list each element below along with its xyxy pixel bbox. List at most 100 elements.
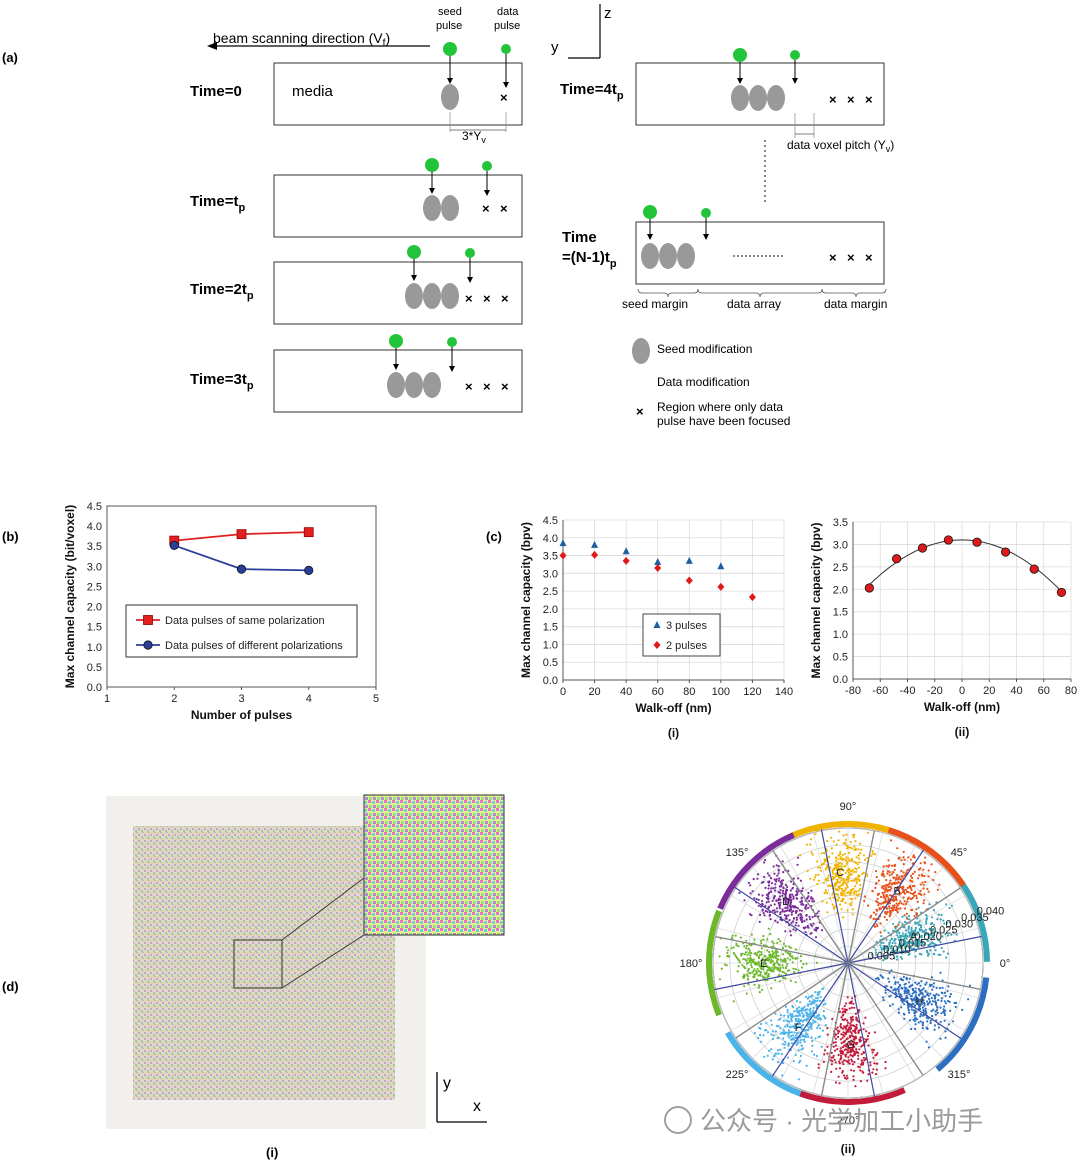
sector-arc [935, 977, 990, 1072]
polar-spoke [847, 867, 944, 964]
cluster-point [921, 881, 924, 884]
cluster-point [917, 946, 920, 949]
cluster-point [778, 907, 781, 910]
cluster-point [907, 1006, 910, 1010]
cluster-point [935, 1009, 939, 1012]
cluster-point [756, 962, 759, 965]
cluster-point [889, 885, 892, 889]
ytick-label: 3.0 [833, 539, 848, 551]
data-point [559, 551, 567, 560]
cluster-point [910, 1027, 913, 1031]
cluster-point [808, 899, 811, 903]
cluster-point [914, 991, 918, 994]
panel-b-label: (b) [2, 529, 19, 544]
cluster-point [777, 1052, 780, 1055]
cluster-point [795, 897, 798, 900]
cluster-point [919, 935, 922, 938]
angle-label: 180° [680, 958, 703, 970]
cluster-point [767, 958, 770, 961]
cluster-point [799, 916, 802, 919]
cluster-point [791, 886, 795, 889]
cluster-point [842, 1074, 846, 1077]
cluster-point [847, 1047, 851, 1050]
xtick-label: 60 [1038, 685, 1050, 697]
cluster-point [796, 1010, 799, 1014]
d-axis-y: y [443, 1075, 451, 1092]
cluster-point [932, 1008, 935, 1011]
cluster-point [887, 885, 890, 889]
data-point [622, 547, 630, 555]
cluster-point [806, 997, 810, 1000]
cluster-point [757, 986, 761, 989]
sub-label: (ii) [955, 725, 970, 739]
cluster-point [832, 1041, 835, 1044]
cluster-point [822, 1060, 826, 1063]
cluster-point [767, 974, 770, 977]
cluster-point [857, 854, 860, 857]
cluster-point [764, 909, 767, 913]
cluster-point [849, 1002, 853, 1005]
cluster-point [776, 1036, 779, 1039]
data-point [748, 593, 756, 602]
cluster-point [809, 923, 812, 926]
cluster-point [845, 884, 849, 887]
cluster-point [745, 973, 748, 976]
cluster-point [799, 1054, 803, 1057]
cluster-point [946, 999, 950, 1003]
cluster-point [793, 1031, 796, 1034]
cluster-point [749, 956, 752, 960]
legend-marker [653, 621, 661, 628]
cluster-point [897, 1008, 900, 1011]
svg-text:×: × [829, 250, 837, 265]
cluster-point [878, 907, 881, 910]
cluster-point [937, 994, 940, 997]
data-point [654, 564, 662, 572]
cluster-point [808, 1009, 811, 1012]
cluster-point [839, 1057, 843, 1060]
cluster-point [866, 1038, 869, 1041]
cluster-point [925, 914, 928, 917]
cluster-point [841, 857, 844, 860]
polar-spoke [780, 845, 849, 964]
cluster-point [809, 838, 813, 841]
cluster-point [942, 950, 945, 953]
cluster-point [836, 878, 839, 881]
cluster-point [783, 897, 786, 900]
cluster-point [917, 1021, 920, 1024]
cluster-point [900, 1006, 903, 1009]
cluster-point [776, 950, 779, 954]
angle-label: 225° [726, 1069, 749, 1081]
cluster-point [774, 1012, 777, 1015]
cluster-point [847, 891, 851, 894]
cluster-label: E [760, 958, 767, 970]
cluster-point [826, 891, 829, 895]
cluster-point [760, 959, 763, 962]
cluster-point [743, 945, 746, 948]
cluster-point [765, 896, 768, 899]
cluster-point [933, 1024, 937, 1027]
cluster-point [850, 997, 854, 1000]
cluster-point [810, 1027, 813, 1030]
sector-center [847, 830, 876, 964]
cluster-point [779, 880, 782, 884]
ytick-label: 3.5 [833, 517, 848, 529]
cluster-point [782, 879, 785, 882]
cluster-point [932, 936, 936, 939]
cluster-point [759, 973, 762, 976]
cluster-point [914, 999, 917, 1002]
sector-boundary [709, 962, 849, 992]
cluster-point [774, 1052, 777, 1055]
cluster-point [766, 957, 769, 960]
cluster-point [737, 965, 740, 968]
cluster-point [920, 953, 923, 956]
cluster-point [851, 913, 854, 916]
cluster-point [801, 916, 804, 919]
cluster-point [885, 985, 888, 988]
cluster-point [794, 957, 797, 961]
cluster-point [823, 1049, 827, 1052]
cluster-point [826, 1045, 829, 1048]
cluster-point [915, 939, 918, 942]
cluster-point [933, 946, 936, 949]
cluster-point [883, 945, 886, 948]
cluster-point [830, 836, 833, 839]
